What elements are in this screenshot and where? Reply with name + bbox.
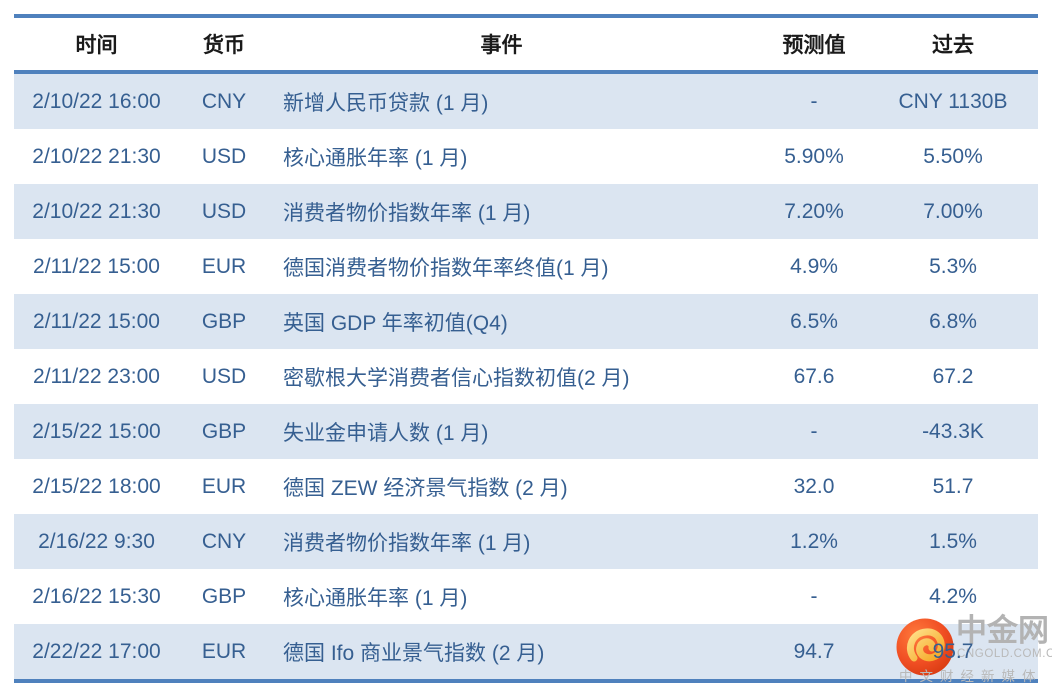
- cell-time: 2/16/22 9:30: [38, 529, 155, 553]
- header-time: 时间: [75, 34, 118, 57]
- header-currency: 货币: [203, 34, 245, 57]
- table-header: 时间 货币 事件 预测值 过去: [14, 16, 1038, 72]
- header-forecast: 预测值: [782, 34, 846, 57]
- cell-previous: 6.8%: [929, 309, 977, 333]
- table-row: 2/10/22 21:30 USD 核心通胀年率 (1 月) 5.90% 5.50%: [14, 129, 1038, 184]
- cell-time: 2/10/22 21:30: [32, 144, 161, 168]
- cell-forecast: 1.2%: [790, 529, 838, 553]
- cell-event: 消费者物价指数年率 (1 月): [283, 201, 531, 225]
- table-row: 2/10/22 21:30 USD 消费者物价指数年率 (1 月) 7.20% 7.00…: [14, 184, 1038, 239]
- table-row: 2/16/22 15:30 GBP 核心通胀年率 (1 月) - 4.2%: [14, 569, 1038, 624]
- cell-currency: USD: [201, 199, 247, 223]
- cell-previous: CNY 1130B: [898, 89, 1008, 113]
- cell-time: 2/11/22 23:00: [33, 364, 160, 388]
- cell-currency: GBP: [201, 584, 247, 608]
- cell-event: 核心通胀年率 (1 月): [283, 146, 468, 170]
- cell-time: 2/22/22 17:00: [32, 639, 161, 663]
- table-row: 2/22/22 17:00 EUR 德国 Ifo 商业景气指数 (2 月) 94.7 9…: [14, 624, 1038, 681]
- cell-time: 2/11/22 15:00: [33, 254, 160, 278]
- table-row: 2/10/22 16:00 CNY 新增人民币贷款 (1 月) - CNY 1130B: [14, 72, 1038, 129]
- cell-time: 2/10/22 16:00: [32, 89, 161, 113]
- cell-currency: GBP: [201, 309, 247, 333]
- cell-currency: EUR: [201, 639, 247, 663]
- cell-previous: 51.7: [932, 474, 974, 498]
- cell-forecast: 94.7: [793, 639, 835, 663]
- table-row: 2/11/22 15:00 EUR 德国消费者物价指数年率终值(1 月) 4.9% 5.…: [14, 239, 1038, 294]
- table-row: 2/15/22 18:00 EUR 德国 ZEW 经济景气指数 (2 月) 32.0 5…: [14, 459, 1038, 514]
- cell-time: 2/11/22 15:00: [33, 309, 160, 333]
- event-table-body: 2/10/22 16:00 CNY 新增人民币贷款 (1 月) - CNY 1130B 2…: [14, 72, 1038, 681]
- economic-calendar-table: 时间 货币 事件 预测值 过去 2/10/22 16:00 CNY 新增人民币贷款 …: [14, 14, 1038, 683]
- cell-currency: GBP: [201, 419, 247, 443]
- cell-currency: EUR: [201, 474, 247, 498]
- cell-previous: 5.50%: [923, 144, 983, 168]
- cell-event: 德国 Ifo 商业景气指数 (2 月): [283, 641, 545, 665]
- cell-previous: 4.2%: [929, 584, 977, 608]
- cell-time: 2/15/22 18:00: [32, 474, 161, 498]
- cell-forecast: 5.90%: [784, 144, 844, 168]
- cell-event: 德国 ZEW 经济景气指数 (2 月): [283, 476, 568, 500]
- cell-forecast: 6.5%: [790, 309, 838, 333]
- cell-previous: 7.00%: [923, 199, 983, 223]
- cell-previous: -43.3K: [922, 419, 984, 443]
- economic-calendar-table-wrap: 时间 货币 事件 预测值 过去 2/10/22 16:00 CNY 新增人民币贷款 …: [14, 14, 1038, 683]
- table-row: 2/11/22 23:00 USD 密歇根大学消费者信心指数初值(2 月) 67.6 6…: [14, 349, 1038, 404]
- cell-currency: USD: [201, 144, 247, 168]
- header-row: 时间 货币 事件 预测值 过去: [14, 16, 1038, 72]
- cell-time: 2/16/22 15:30: [32, 584, 161, 608]
- cell-forecast: 7.20%: [784, 199, 844, 223]
- table-row: 2/11/22 15:00 GBP 英国 GDP 年率初值(Q4) 6.5% 6.8%: [14, 294, 1038, 349]
- cell-event: 密歇根大学消费者信心指数初值(2 月): [283, 366, 630, 390]
- cell-currency: CNY: [201, 89, 247, 113]
- cell-previous: 1.5%: [929, 529, 977, 553]
- cell-event: 失业金申请人数 (1 月): [283, 421, 489, 445]
- cell-event: 新增人民币贷款 (1 月): [283, 91, 489, 115]
- cell-event: 英国 GDP 年率初值(Q4): [283, 311, 508, 335]
- cell-currency: EUR: [201, 254, 247, 278]
- cell-forecast: 4.9%: [790, 254, 838, 278]
- cell-time: 2/10/22 21:30: [32, 199, 161, 223]
- cell-time: 2/15/22 15:00: [32, 419, 161, 443]
- cell-currency: CNY: [201, 529, 247, 553]
- cell-forecast: -: [810, 584, 818, 608]
- cell-event: 德国消费者物价指数年率终值(1 月): [283, 256, 609, 280]
- table-row: 2/15/22 15:00 GBP 失业金申请人数 (1 月) - -43.3K: [14, 404, 1038, 459]
- cell-forecast: -: [810, 419, 818, 443]
- cell-currency: USD: [201, 364, 247, 388]
- cell-event: 核心通胀年率 (1 月): [283, 586, 468, 610]
- table-row: 2/16/22 9:30 CNY 消费者物价指数年率 (1 月) 1.2% 1.5%: [14, 514, 1038, 569]
- header-previous: 过去: [932, 34, 974, 57]
- cell-forecast: -: [810, 89, 818, 113]
- cell-previous: 5.3%: [929, 254, 977, 278]
- cell-previous: 67.2: [932, 364, 974, 388]
- cell-forecast: 67.6: [793, 364, 835, 388]
- cell-previous: 95.7: [932, 639, 974, 663]
- header-event: 事件: [480, 34, 523, 57]
- cell-forecast: 32.0: [793, 474, 835, 498]
- cell-event: 消费者物价指数年率 (1 月): [283, 531, 531, 555]
